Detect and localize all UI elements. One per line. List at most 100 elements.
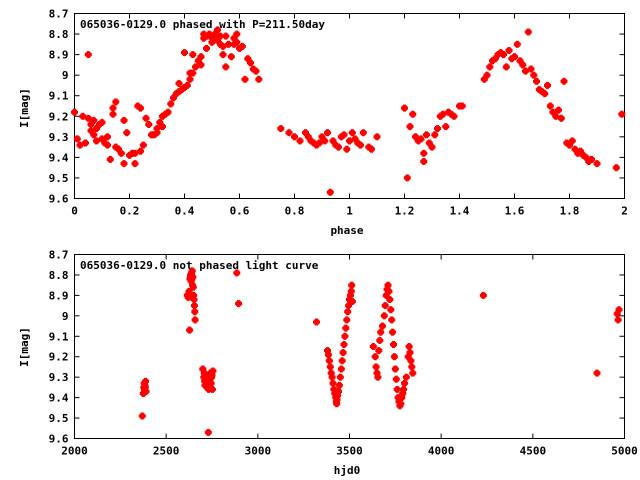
data-point [249,65,257,73]
y-tick-label: 8.9 [49,49,69,62]
data-point [389,328,397,336]
data-point [117,149,125,157]
data-point [403,174,411,182]
data-point [568,137,576,145]
data-point [398,394,406,402]
data-points [138,267,623,436]
data-point [76,141,84,149]
x-tick-label: 0.4 [175,205,195,218]
data-point [615,306,623,314]
x-tick-label: 4000 [428,445,455,458]
phased-light-curve-panel: 065036-0129.0 phased with P=211.50day ph… [18,8,628,238]
data-point [563,139,571,147]
y-tick-label: 8.8 [49,269,69,282]
data-point [190,291,198,299]
data-point [329,379,337,387]
data-point [585,158,593,165]
data-point [402,373,410,381]
data-point [560,77,568,85]
data-point [541,90,549,98]
data-point [181,84,188,91]
data-point [516,57,524,65]
data-point [230,40,238,48]
data-point [241,75,249,83]
y-tick-label: 9.2 [49,351,69,364]
data-point [417,135,425,143]
x-tick-label: 1.4 [450,205,470,218]
data-point [406,123,414,131]
data-point [354,139,362,147]
data-point [307,137,315,145]
data-point [376,336,384,344]
data-point [104,133,111,141]
data-point [145,121,153,128]
data-point [191,308,199,316]
data-point [436,112,444,120]
data-point [335,388,342,395]
data-point [341,332,349,340]
data-point [497,49,505,57]
data-point [142,388,150,395]
data-point [338,357,346,365]
data-point [343,316,351,324]
data-point [112,98,120,106]
y-tick-label: 9 [62,310,69,323]
y-tick-label: 9 [62,69,69,82]
data-point [593,160,601,168]
data-point [93,125,100,133]
data-point [106,155,114,163]
data-point [400,385,408,393]
data-point [347,287,355,295]
data-point [491,55,499,63]
data-point [84,51,92,59]
data-point [188,267,196,275]
data-point [156,118,164,126]
data-point [379,322,386,330]
y-tick-label: 8.7 [49,249,69,262]
data-point [98,135,106,143]
data-point [334,392,342,400]
y-tick-label: 9.6 [49,433,69,446]
chart-title: 065036-0129.0 not phased light curve [80,259,319,272]
data-point [390,353,398,361]
data-point [277,125,285,133]
data-point [181,49,188,57]
y-tick-label: 9.4 [49,392,69,405]
y-tick-label: 9.4 [49,151,69,164]
data-point [333,400,341,408]
data-point [185,287,193,295]
data-point [557,114,565,122]
data-point [337,365,345,373]
data-point [371,353,379,361]
data-point [304,133,312,141]
data-point [178,86,186,94]
data-point [450,112,458,120]
data-point [142,377,150,385]
data-point [387,306,395,314]
data-point [109,110,117,118]
data-point [412,133,419,141]
data-point [340,341,348,348]
data-point [233,38,241,46]
chart-title: 065036-0129.0 phased with P=211.50day [80,18,325,31]
data-point [582,153,590,161]
x-tick-label: 0.8 [285,205,305,218]
data-point [502,63,510,71]
data-point [386,296,394,303]
x-tick-label: 0 [71,205,78,218]
unphased-light-curve-panel: 065036-0129.0 not phased light curve hjd… [18,249,638,478]
data-point [442,123,450,131]
data-point [235,300,243,308]
data-point [577,147,584,155]
data-point [318,133,326,141]
data-point [613,310,621,318]
data-point [87,127,95,135]
axis-ticks: 2000 2500 3000 3500 4000 4500 5000 8.7 8.8 8.9 9 9.… [49,249,638,458]
y-tick-label: 8.8 [49,28,69,41]
data-point [330,385,338,393]
data-point [505,47,513,54]
data-point [189,273,197,281]
data-point [189,51,197,59]
data-point [189,69,197,77]
y-tick-label: 9.1 [49,90,69,103]
